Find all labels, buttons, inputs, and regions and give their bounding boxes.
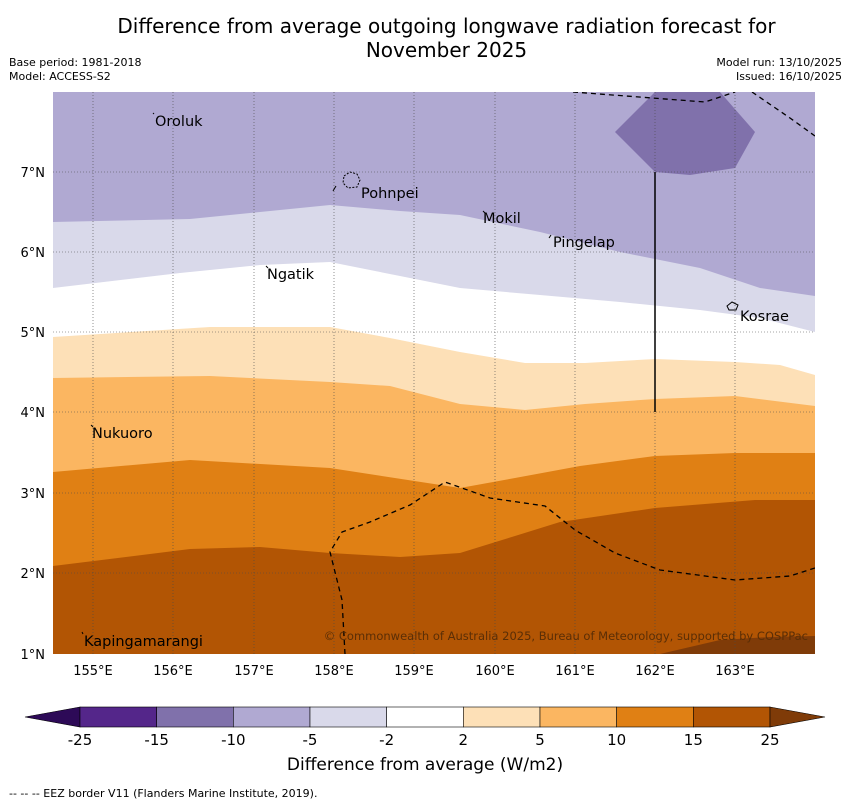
kapingamarangi-atoll (81, 631, 84, 635)
lat-tick-label: 2°N (21, 567, 46, 582)
map-title-line2: November 2025 (365, 38, 528, 62)
lon-tick-label: 162°E (635, 664, 675, 679)
kosrae-island (726, 301, 739, 311)
eez-note: -- -- -- EEZ border V11 (Flanders Marine… (9, 787, 318, 800)
islands (81, 112, 739, 635)
pohnpei-island (342, 171, 361, 189)
place-label: Oroluk (155, 114, 203, 130)
colorbar-swatch (156, 706, 234, 728)
map-field (53, 92, 815, 654)
band-above-25 (660, 636, 815, 654)
issued-date: Issued: 16/10/2025 (735, 70, 842, 83)
place-label: Pingelap (553, 235, 615, 251)
colorbar-labels: -25 -15 -10 -5 -2 2 5 10 15 25 (68, 731, 780, 749)
ant-atoll (332, 185, 337, 192)
mokil-atoll (482, 210, 486, 214)
lat-tick-label: 4°N (21, 406, 46, 421)
lon-tick-label: 158°E (314, 664, 354, 679)
band-neg15-neg10 (615, 92, 755, 175)
colorbar-swatch (539, 706, 617, 728)
lon-tick-label: 159°E (394, 664, 434, 679)
colorbar-tick-label: -2 (379, 731, 394, 749)
colorbar-tick-label: 25 (760, 731, 779, 749)
meta-left: Base period: 1981-2018 Model: ACCESS-S2 (9, 56, 141, 84)
eez-borders (329, 92, 815, 654)
place-label: Kapingamarangi (84, 634, 203, 650)
colorbar-swatch (309, 706, 387, 728)
place-label: Mokil (483, 211, 521, 227)
lon-tick-label: 160°E (475, 664, 515, 679)
model-name: Model: ACCESS-S2 (9, 70, 111, 83)
oroluk-atoll (152, 112, 155, 115)
lon-tick-labels: 155°E 156°E 157°E 158°E 159°E 160°E 161°… (73, 664, 755, 679)
colorbar-tick-label: 2 (459, 731, 469, 749)
lon-tick-label: 157°E (234, 664, 274, 679)
colorbar-tick-label: -5 (303, 731, 318, 749)
pingelap-atoll (548, 234, 552, 239)
colorbar-swatch (616, 706, 694, 728)
lat-tick-label: 7°N (21, 166, 46, 181)
model-run: Model run: 13/10/2025 (716, 56, 842, 69)
colorbar-swatch (693, 706, 771, 728)
colorbar-swatches (24, 706, 826, 728)
colorbar-tick-label: 5 (535, 731, 545, 749)
colorbar-swatch (233, 706, 311, 728)
map-title-line1: Difference from average outgoing longwav… (117, 14, 776, 38)
lat-tick-label: 5°N (21, 326, 46, 341)
map-title: Difference from average outgoing longwav… (0, 14, 850, 62)
ngatik-atoll (265, 265, 269, 269)
place-label: Ngatik (267, 267, 315, 283)
lon-tick-label: 163°E (715, 664, 755, 679)
lat-tick-label: 6°N (21, 246, 46, 261)
colorbar-tick-label: -10 (221, 731, 246, 749)
band-neg10-neg5 (53, 92, 815, 296)
lat-tick-labels: 1°N 2°N 3°N 4°N 5°N 6°N 7°N (21, 166, 46, 663)
lon-tick-label: 156°E (153, 664, 193, 679)
base-period: Base period: 1981-2018 (9, 56, 142, 69)
place-label: Pohnpei (361, 186, 419, 202)
copyright-text: © Commonwealth of Australia 2025, Bureau… (324, 629, 808, 643)
meta-right: Model run: 13/10/2025 Issued: 16/10/2025 (716, 56, 842, 84)
colorbar-tick-label: 10 (607, 731, 626, 749)
lat-tick-label: 3°N (21, 487, 46, 502)
place-label: Kosrae (740, 309, 789, 325)
lon-tick-label: 155°E (73, 664, 113, 679)
place-label: Nukuoro (92, 426, 153, 442)
nukuoro-atoll (90, 424, 94, 428)
graticule (53, 92, 815, 654)
colorbar-extend-low (24, 706, 81, 728)
lat-tick-label: 1°N (21, 648, 46, 663)
colorbar-tick-label: -15 (144, 731, 169, 749)
colorbar-swatch (386, 706, 464, 728)
colorbar-tick-label: 15 (684, 731, 703, 749)
colorbar-extend-high (769, 706, 826, 728)
colorbar-swatch (79, 706, 157, 728)
colorbar-tick-label: -25 (68, 731, 93, 749)
lon-tick-label: 161°E (555, 664, 595, 679)
colorbar-title: Difference from average (W/m2) (286, 755, 564, 775)
colorbar-swatch (463, 706, 541, 728)
place-labels: Oroluk Pohnpei Mokil Pingelap Ngatik Kos… (84, 114, 789, 650)
